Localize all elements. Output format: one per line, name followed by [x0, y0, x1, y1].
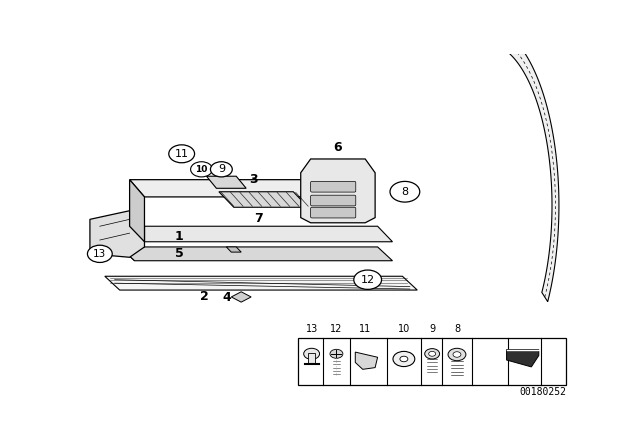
- Text: 8: 8: [454, 324, 460, 334]
- Circle shape: [304, 348, 319, 359]
- Text: 4: 4: [223, 292, 231, 305]
- Text: 10: 10: [398, 324, 410, 334]
- Polygon shape: [231, 292, 251, 302]
- Text: 7: 7: [254, 212, 263, 225]
- Text: 12: 12: [330, 324, 342, 334]
- Circle shape: [191, 162, 212, 177]
- Circle shape: [390, 181, 420, 202]
- Polygon shape: [219, 192, 308, 207]
- Circle shape: [211, 162, 232, 177]
- Polygon shape: [129, 180, 328, 197]
- Polygon shape: [207, 176, 246, 188]
- Text: 6: 6: [333, 141, 342, 154]
- Circle shape: [393, 351, 415, 366]
- Text: 2: 2: [200, 290, 209, 303]
- Circle shape: [400, 356, 408, 362]
- Circle shape: [453, 352, 461, 357]
- Circle shape: [448, 348, 466, 361]
- Text: 5: 5: [175, 247, 184, 260]
- Text: 13: 13: [305, 324, 317, 334]
- Polygon shape: [120, 247, 392, 261]
- Polygon shape: [227, 247, 241, 252]
- Circle shape: [354, 270, 381, 289]
- Text: 3: 3: [250, 172, 258, 185]
- Text: 9: 9: [218, 164, 225, 174]
- Polygon shape: [301, 159, 375, 223]
- Circle shape: [330, 349, 343, 358]
- Text: 1: 1: [175, 230, 184, 243]
- FancyBboxPatch shape: [310, 207, 356, 218]
- Circle shape: [429, 351, 436, 356]
- Text: 11: 11: [359, 324, 371, 334]
- Polygon shape: [507, 350, 539, 367]
- Circle shape: [169, 145, 195, 163]
- Polygon shape: [486, 26, 559, 302]
- Text: 9: 9: [429, 324, 435, 334]
- Text: 8: 8: [401, 187, 408, 197]
- Polygon shape: [355, 352, 378, 369]
- Text: 11: 11: [175, 149, 189, 159]
- Text: 00180252: 00180252: [519, 387, 566, 397]
- Polygon shape: [105, 276, 417, 290]
- FancyBboxPatch shape: [308, 353, 315, 364]
- Polygon shape: [90, 211, 145, 257]
- Circle shape: [425, 349, 440, 359]
- FancyBboxPatch shape: [298, 338, 566, 385]
- Circle shape: [88, 245, 112, 263]
- FancyBboxPatch shape: [310, 195, 356, 206]
- FancyBboxPatch shape: [310, 181, 356, 192]
- Text: 13: 13: [93, 249, 106, 259]
- Polygon shape: [120, 226, 392, 242]
- Text: 12: 12: [360, 275, 375, 285]
- Text: 10: 10: [195, 165, 208, 174]
- Polygon shape: [129, 180, 145, 242]
- Polygon shape: [120, 226, 134, 261]
